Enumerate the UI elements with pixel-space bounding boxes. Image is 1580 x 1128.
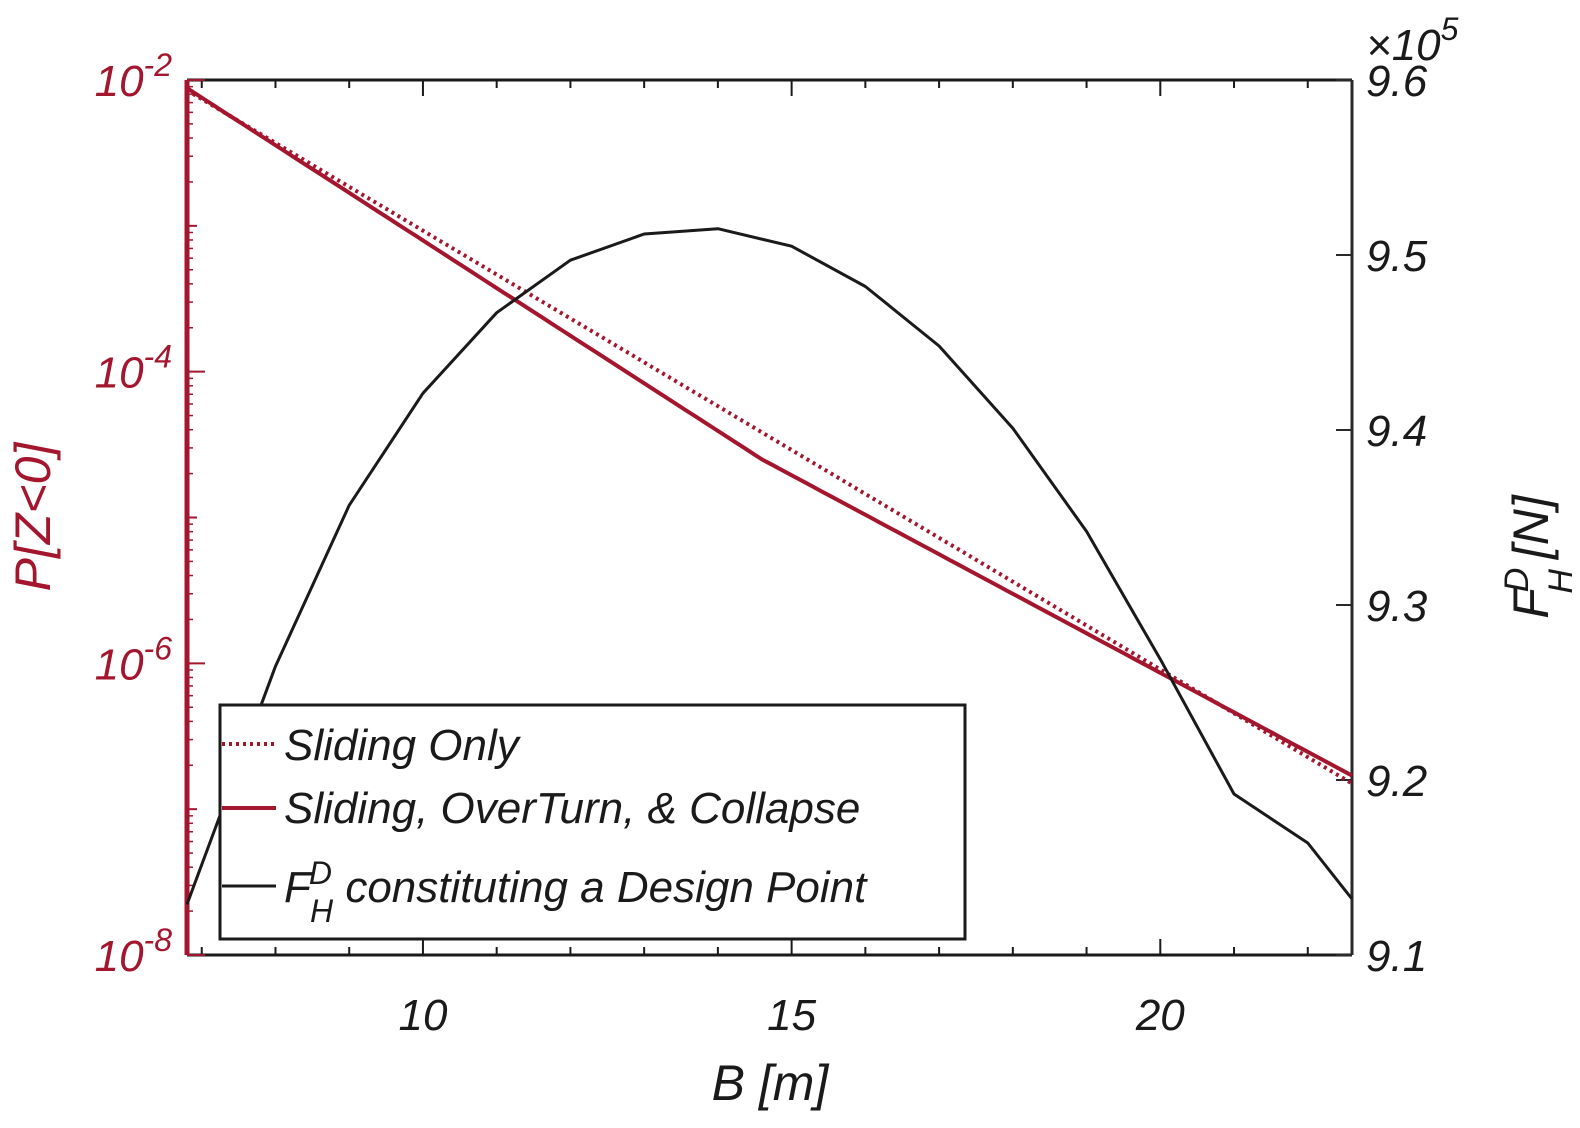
- left-tick-label-exp: -2: [144, 47, 173, 83]
- legend-label-design-point-sub: H: [310, 893, 334, 929]
- series-layer: [185, 86, 1354, 905]
- left-tick-label-exp: -6: [144, 630, 173, 666]
- left-tick-label-base: 10: [95, 640, 144, 689]
- left-tick-label-base: 10: [95, 57, 144, 106]
- left-tick-label-base: 10: [95, 349, 144, 398]
- x-tick-label: 20: [1135, 991, 1185, 1040]
- right-axis-title-unit: [N]: [1503, 494, 1559, 560]
- right-tick-label: 9.2: [1366, 757, 1427, 806]
- right-axis-multiplier-exp: 5: [1441, 11, 1459, 47]
- right-tick-label: 9.1: [1366, 932, 1427, 981]
- left-tick-label-exp: -8: [144, 922, 173, 958]
- legend-label-sliding-only: Sliding Only: [284, 721, 522, 770]
- right-axis-multiplier: ×105: [1366, 11, 1459, 70]
- right-tick-label: 9.6: [1366, 57, 1428, 106]
- x-axis-title: B [m]: [712, 1055, 830, 1111]
- left-tick-label-base: 10: [95, 932, 144, 981]
- right-tick-label: 9.3: [1366, 582, 1428, 631]
- left-tick-label-exp: -4: [144, 339, 172, 375]
- legend-label-design-point-sup: D: [309, 855, 332, 891]
- legend-label-design-point-rest: constituting a Design Point: [333, 863, 868, 912]
- right-axis-title-sup: D: [1498, 568, 1536, 593]
- left-axis-title: P[Z<0]: [5, 442, 61, 592]
- legend-label-design-point-main: F: [284, 863, 313, 912]
- left-tick-label: 10-8: [95, 922, 173, 981]
- right-axis-multiplier-base: ×10: [1366, 21, 1441, 70]
- right-tick-label: 9.4: [1366, 407, 1427, 456]
- legend: Sliding Only Sliding, OverTurn, & Collap…: [218, 703, 967, 941]
- right-tick-label: 9.5: [1366, 232, 1428, 281]
- left-tick-label: 10-6: [95, 630, 173, 689]
- legend-box: [218, 703, 967, 941]
- svg-text:FDH[N]: FD H [N]: [1498, 494, 1580, 619]
- left-tick-label: 10-2: [95, 47, 173, 106]
- right-axis-title-sub: H: [1542, 569, 1580, 594]
- legend-label-design-point: FD H constituting a Design Point: [284, 855, 868, 929]
- legend-label-combined: Sliding, OverTurn, & Collapse: [284, 784, 860, 833]
- axis-ticks: [187, 79, 1352, 956]
- left-tick-label: 10-4: [95, 339, 172, 398]
- series-line-design-point: [185, 227, 1354, 905]
- right-axis-title-main: F: [1503, 586, 1559, 619]
- right-axis-title: FD H [N]: [1498, 494, 1580, 619]
- x-tick-label: 10: [398, 991, 447, 1040]
- series-line-sliding-only: [185, 88, 1354, 786]
- series-line-combined: [185, 86, 1353, 778]
- x-tick-label: 15: [767, 991, 816, 1040]
